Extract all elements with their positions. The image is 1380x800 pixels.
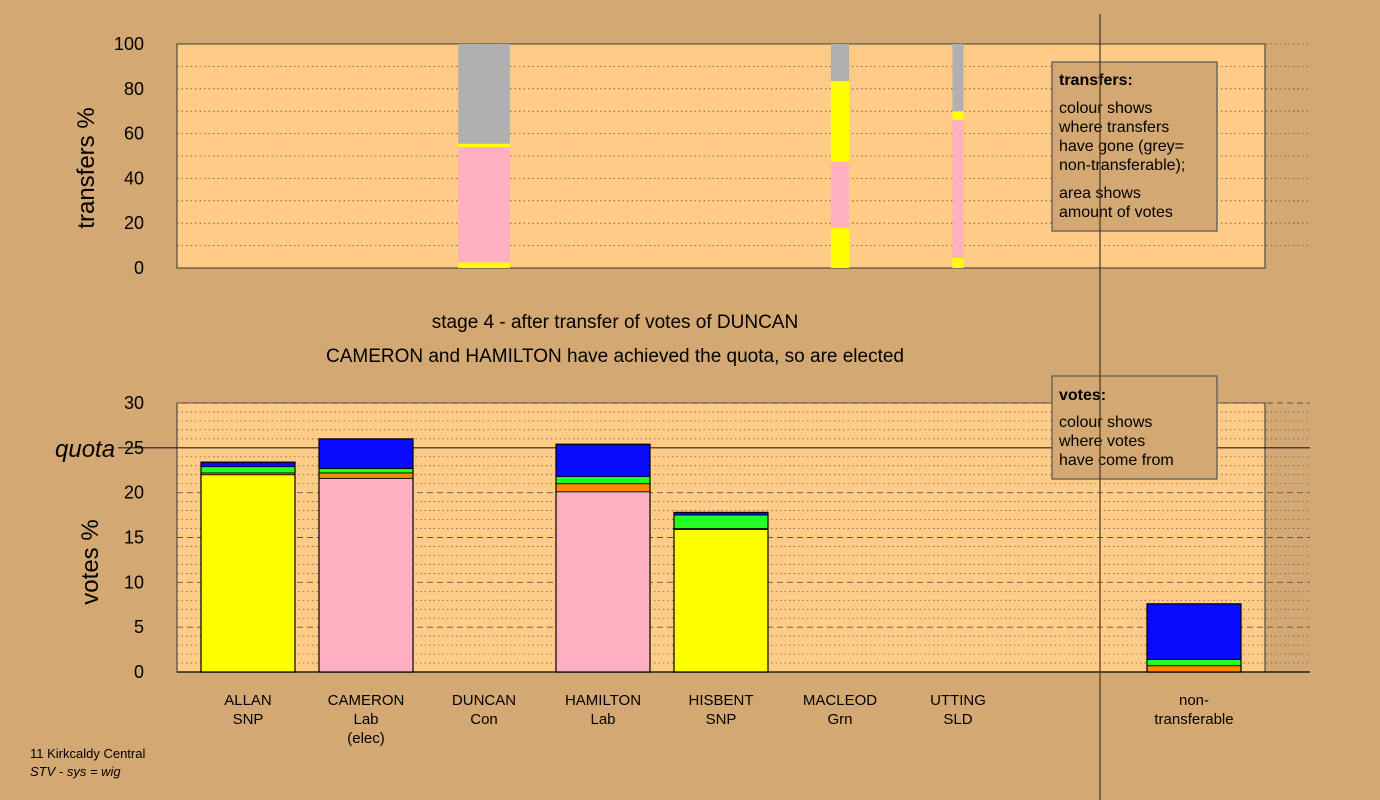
votes-bar-outline bbox=[1146, 603, 1242, 673]
votes-legend-title: votes: bbox=[1059, 387, 1106, 404]
candidate-label: SNP bbox=[706, 711, 737, 728]
transfers-bar-segment bbox=[458, 262, 510, 268]
votes-tick-label: 20 bbox=[124, 483, 144, 503]
votes-bar-segment bbox=[673, 514, 769, 529]
candidate-label: Grn bbox=[827, 711, 852, 728]
stage-caption: stage 4 - after transfer of votes of DUN… bbox=[432, 312, 798, 333]
votes-axis-label: votes % bbox=[77, 519, 104, 604]
transfers-tick-label: 20 bbox=[124, 213, 144, 233]
votes-bar-outline bbox=[673, 511, 769, 673]
votes-bar-segment bbox=[673, 529, 769, 673]
votes-bar-segment bbox=[555, 476, 651, 485]
candidate-label: HISBENT bbox=[688, 692, 753, 709]
candidate-label: transferable bbox=[1154, 711, 1233, 728]
votes-bar-segment bbox=[200, 461, 296, 468]
elected-caption: CAMERON and HAMILTON have achieved the q… bbox=[326, 346, 904, 367]
transfers-bar-segment bbox=[458, 143, 510, 148]
transfers-bar-segment bbox=[952, 111, 964, 121]
votes-legend-line: where votes bbox=[1058, 433, 1145, 450]
candidate-label: SLD bbox=[943, 711, 972, 728]
transfers-bar-segment bbox=[952, 44, 964, 112]
transfers-tick-label: 0 bbox=[134, 258, 144, 278]
transfers-bar-segment bbox=[830, 161, 850, 228]
constituency-label: 11 Kirkcaldy Central bbox=[30, 746, 145, 761]
votes-bar-segment bbox=[200, 474, 296, 673]
quota-label: quota bbox=[55, 436, 115, 463]
candidate-label: MACLEOD bbox=[803, 692, 877, 709]
transfers-legend-line: non-transferable); bbox=[1059, 157, 1185, 174]
votes-tick-label: 15 bbox=[124, 528, 144, 548]
transfers-bar-segment bbox=[830, 80, 850, 162]
votes-tick-label: 25 bbox=[124, 438, 144, 458]
votes-bar-segment bbox=[555, 443, 651, 477]
candidate-label: Lab bbox=[590, 711, 615, 728]
candidate-label: Lab bbox=[353, 711, 378, 728]
candidate-label: SNP bbox=[233, 711, 264, 728]
candidate-label: CAMERON bbox=[328, 692, 405, 709]
transfers-tick-label: 100 bbox=[114, 34, 144, 54]
votes-tick-label: 30 bbox=[124, 393, 144, 413]
votes-bar-segment bbox=[1146, 603, 1242, 660]
candidate-label: non- bbox=[1179, 692, 1209, 709]
candidate-label: UTTING bbox=[930, 692, 986, 709]
votes-bar-segment bbox=[1146, 659, 1242, 667]
transfers-bar-segment bbox=[952, 120, 964, 258]
transfers-bar-segment bbox=[830, 44, 850, 81]
transfers-legend-line: where transfers bbox=[1058, 119, 1169, 136]
candidate-label: DUNCAN bbox=[452, 692, 516, 709]
votes-bar-outline bbox=[200, 461, 296, 673]
votes-bar-outline bbox=[318, 438, 414, 673]
votes-bar-segment bbox=[318, 472, 414, 479]
votes-bar-segment bbox=[318, 477, 414, 673]
transfers-tick-label: 60 bbox=[124, 124, 144, 144]
transfers-legend-title: transfers: bbox=[1059, 72, 1133, 89]
votes-tick-label: 10 bbox=[124, 572, 144, 592]
system-label: STV - sys = wig bbox=[30, 764, 121, 779]
candidate-label: Con bbox=[470, 711, 498, 728]
votes-bar-outline bbox=[555, 443, 651, 673]
transfers-legend-line: have gone (grey= bbox=[1059, 138, 1184, 155]
transfers-legend-line: amount of votes bbox=[1059, 204, 1173, 221]
votes-legend-line: have come from bbox=[1059, 452, 1174, 469]
transfers-legend-line: colour shows bbox=[1059, 100, 1152, 117]
votes-legend: votes: colour shows where votes have com… bbox=[1051, 375, 1218, 480]
transfers-axis-label: transfers % bbox=[73, 107, 100, 228]
transfers-bar-segment bbox=[458, 44, 510, 144]
transfers-legend: transfers: colour shows where transfers … bbox=[1051, 61, 1218, 232]
votes-legend-line: colour shows bbox=[1059, 414, 1152, 431]
transfers-bar-segment bbox=[952, 257, 964, 268]
candidate-label: ALLAN bbox=[224, 692, 272, 709]
votes-bar-segment bbox=[555, 483, 651, 493]
transfers-bar-segment bbox=[830, 227, 850, 268]
votes-bar-segment bbox=[200, 466, 296, 474]
transfers-tick-label: 40 bbox=[124, 168, 144, 188]
votes-tick-label: 5 bbox=[134, 617, 144, 637]
votes-bar-segment bbox=[555, 491, 651, 673]
votes-bar-segment bbox=[318, 438, 414, 469]
transfers-tick-label: 80 bbox=[124, 79, 144, 99]
votes-tick-label: 0 bbox=[134, 662, 144, 682]
candidate-label: (elec) bbox=[347, 730, 385, 747]
votes-bar-segment bbox=[318, 468, 414, 474]
candidate-label: HAMILTON bbox=[565, 692, 641, 709]
transfers-bar-segment bbox=[458, 147, 510, 263]
votes-bar-segment bbox=[1146, 665, 1242, 673]
